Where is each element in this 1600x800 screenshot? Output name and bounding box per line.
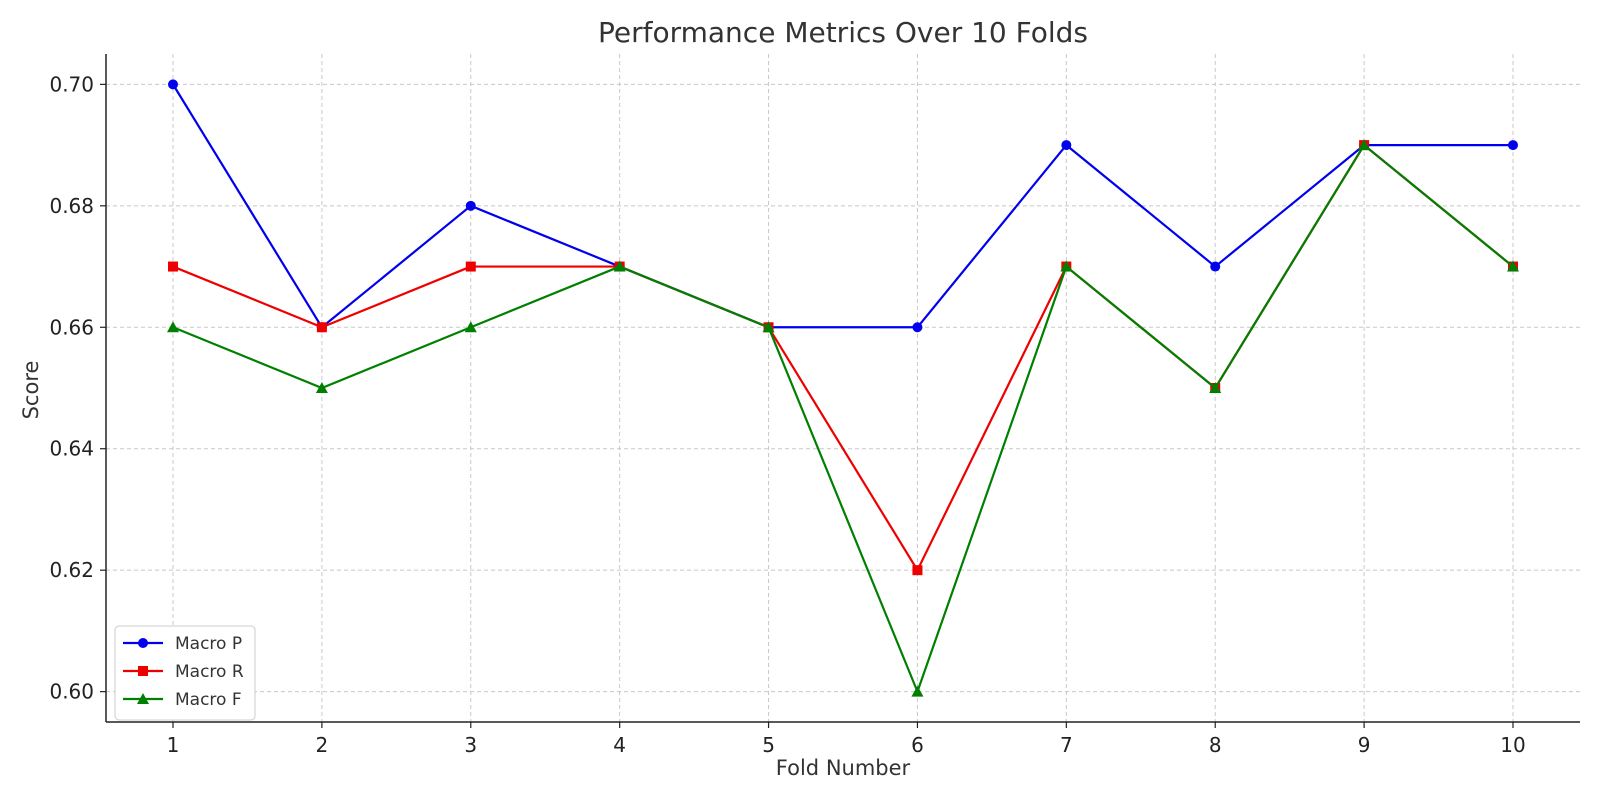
data-point [911,685,924,697]
legend-marker [138,638,148,648]
data-point [1210,261,1221,272]
data-point [465,261,476,272]
series-group [167,79,1519,697]
x-tick-label: 4 [613,733,626,757]
series-line [172,143,1514,572]
data-point [168,261,178,272]
x-tick-label: 5 [762,733,775,757]
series-line [172,83,1513,329]
data-point [167,321,179,333]
data-point [1508,140,1518,151]
data-point [465,200,476,211]
data-point [1061,140,1072,151]
legend-label: Macro F [175,690,242,710]
x-tick-label: 2 [316,733,329,757]
data-point [168,79,178,90]
legend-box [114,625,256,721]
legend-label: Macro P [175,634,242,654]
y-tick-label: 0.68 [49,194,94,218]
data-point [1358,139,1371,151]
y-axis-ticks: 0.60 0.62 0.64 0.66 0.68 0.70 [49,72,106,704]
legend-item: Macro R [123,662,244,682]
data-point [315,382,328,393]
x-tick-label: 7 [1060,733,1073,757]
data-point [316,322,327,333]
x-axis-ticks: 1 2 3 4 5 6 7 8 9 10 [167,722,1526,757]
data-point [1060,260,1073,272]
y-tick-label: 0.70 [49,72,94,96]
x-axis-label: Fold Number [776,756,911,780]
legend-label: Macro R [175,662,244,682]
y-axis-label: Score [19,361,43,420]
y-tick-label: 0.60 [49,680,94,704]
data-point [912,322,923,333]
axes [105,54,1580,723]
chart-title: Performance Metrics Over 10 Folds [598,16,1088,49]
series-macro-f [167,139,1519,697]
data-point [1507,260,1519,272]
legend-item: Macro P [123,634,242,654]
grid [106,54,1580,722]
x-tick-label: 9 [1358,733,1371,757]
x-tick-label: 8 [1209,733,1222,757]
data-point [912,565,923,576]
y-tick-label: 0.64 [49,437,94,461]
x-tick-label: 3 [464,733,477,757]
data-point [464,321,477,333]
legend-item: Macro F [123,690,242,710]
legend: Macro P Macro R Macro F [114,625,256,721]
series-line [172,143,1514,693]
y-tick-label: 0.66 [49,315,94,339]
data-point [613,260,626,272]
legend-marker [138,666,148,676]
data-point [762,321,775,333]
data-point [1209,382,1222,393]
x-tick-label: 10 [1500,733,1525,757]
x-tick-label: 1 [167,733,180,757]
x-tick-label: 6 [911,733,924,757]
legend-marker [137,693,149,704]
y-tick-label: 0.62 [49,558,94,582]
